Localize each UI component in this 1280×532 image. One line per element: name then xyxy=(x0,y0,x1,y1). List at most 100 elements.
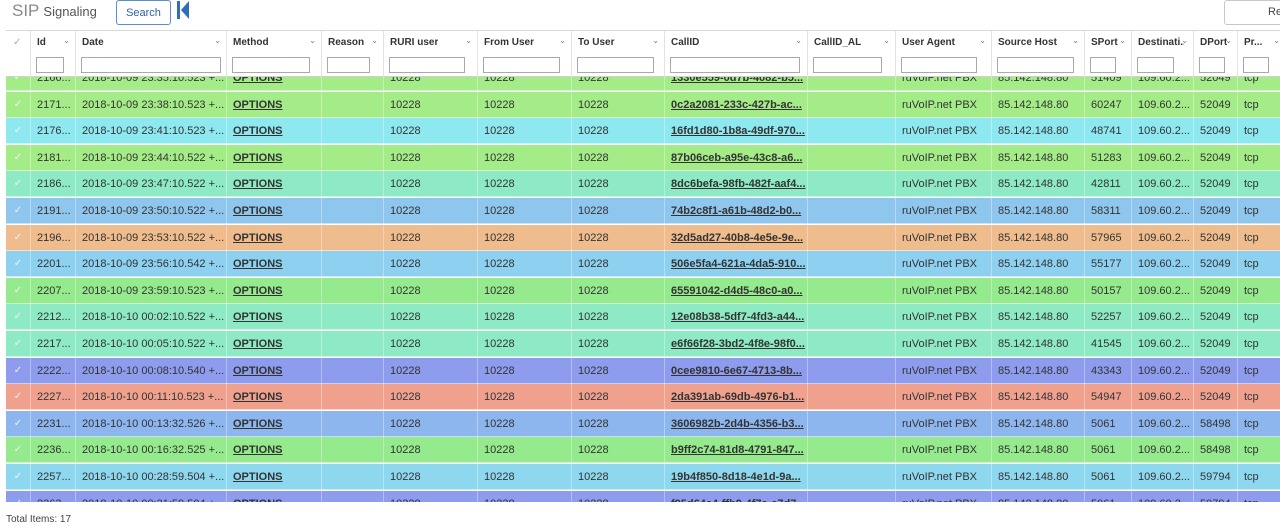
table-row[interactable]: ✓ 2171... 2018-10-09 23:38:10.523 +... OPTI… xyxy=(6,91,1280,118)
column-header-reason[interactable]: Reason ⌄ xyxy=(322,31,384,77)
cell-method[interactable]: OPTIONS xyxy=(227,464,322,490)
sort-caret-icon[interactable]: ⌄ xyxy=(1119,36,1126,45)
column-header-callid_al[interactable]: CallID_AL ⌄ xyxy=(808,31,896,77)
column-header-method[interactable]: Method ⌄ xyxy=(227,31,322,77)
row-checkbox[interactable]: ✓ xyxy=(6,304,31,331)
cell-method[interactable]: OPTIONS xyxy=(227,251,322,278)
table-row[interactable]: ✓ 2207... 2018-10-09 23:59:10.523 +... OPTI… xyxy=(6,277,1280,304)
sort-caret-icon[interactable]: ⌄ xyxy=(883,36,890,45)
row-checkbox[interactable]: ✓ xyxy=(6,251,31,278)
column-header-dport[interactable]: DPort ⌄ xyxy=(1194,31,1238,77)
cell-callid[interactable]: 12e08b38-5df7-4fd3-a44... xyxy=(665,304,808,331)
sort-caret-icon[interactable]: ⌄ xyxy=(979,36,986,45)
table-row[interactable]: ✓2263...2018-10-10 00:31:59.504 +...OPTI… xyxy=(6,490,1280,502)
cell-method[interactable]: OPTIONS xyxy=(227,410,322,437)
cell-callid[interactable]: 0cee9810-6e67-4713-8b... xyxy=(665,357,808,384)
row-checkbox[interactable]: ✓ xyxy=(6,91,31,118)
column-header-dst[interactable]: Destinati... ⌄ xyxy=(1132,31,1194,77)
cell-callid[interactable]: 74b2c8f1-a61b-48d2-b0... xyxy=(665,198,808,224)
reset-button[interactable]: Re xyxy=(1224,0,1280,25)
column-header-to[interactable]: To User ⌄ xyxy=(572,31,665,77)
cell-callid[interactable]: 32d5ad27-40b8-4e5e-9e... xyxy=(665,224,808,251)
table-row[interactable]: ✓ 2212... 2018-10-10 00:02:10.522 +... OPTI… xyxy=(6,304,1280,331)
filter-input-callid[interactable] xyxy=(670,57,800,73)
row-checkbox[interactable]: ✓ xyxy=(6,437,31,464)
cell-method[interactable]: OPTIONS xyxy=(227,198,322,224)
filter-input-proto[interactable] xyxy=(1243,57,1269,73)
cell-callid[interactable]: 16fd1d80-1b8a-49df-970... xyxy=(665,118,808,145)
row-checkbox[interactable]: ✓ xyxy=(6,357,31,384)
cell-method[interactable]: OPTIONS xyxy=(227,224,322,251)
filter-input-date[interactable] xyxy=(81,57,221,73)
cell-callid[interactable]: 87b06ceb-a95e-43c8-a6... xyxy=(665,144,808,171)
cell-callid[interactable]: 506e5fa4-621a-4da5-910... xyxy=(665,251,808,278)
filter-input-ruri[interactable] xyxy=(389,57,465,73)
row-checkbox[interactable]: ✓ xyxy=(6,331,31,357)
row-checkbox[interactable]: ✓ xyxy=(6,144,31,171)
row-checkbox[interactable]: ✓ xyxy=(6,65,31,91)
cell-method[interactable]: OPTIONS xyxy=(227,437,322,464)
sort-caret-icon[interactable]: ⌄ xyxy=(63,36,70,45)
sort-caret-icon[interactable]: ⌄ xyxy=(652,36,659,45)
filter-input-ua[interactable] xyxy=(901,57,977,73)
filter-input-src[interactable] xyxy=(997,57,1074,73)
select-all-checkbox[interactable]: ✓ xyxy=(13,37,22,48)
column-header-ua[interactable]: User Agent ⌄ xyxy=(896,31,992,77)
cell-method[interactable]: OPTIONS xyxy=(227,304,322,331)
filter-input-id[interactable] xyxy=(36,57,64,73)
column-header-id[interactable]: Id ⌄ xyxy=(31,31,76,77)
cell-callid[interactable]: 2da391ab-69db-4976-b1... xyxy=(665,384,808,411)
table-row[interactable]: ✓ 2231... 2018-10-10 00:13:32.526 +... OPTI… xyxy=(6,410,1280,437)
filter-input-from[interactable] xyxy=(483,57,560,73)
cell-method[interactable]: OPTIONS xyxy=(227,91,322,118)
sort-caret-icon[interactable]: ⌄ xyxy=(309,36,316,45)
column-header-proto[interactable]: Pr... ⌄ xyxy=(1238,31,1280,77)
filter-input-reason[interactable] xyxy=(327,57,370,73)
sort-caret-icon[interactable]: ⌄ xyxy=(1072,36,1079,45)
cell-callid[interactable]: 0c2a2081-233c-427b-ac... xyxy=(665,91,808,118)
row-checkbox[interactable]: ✓ xyxy=(6,277,31,304)
cell-method[interactable]: OPTIONS xyxy=(227,384,322,411)
cell-callid[interactable]: b9ff2c74-81d8-4791-847... xyxy=(665,437,808,464)
row-checkbox[interactable]: ✓ xyxy=(6,384,31,411)
row-checkbox[interactable]: ✓ xyxy=(6,198,31,224)
column-header-sport[interactable]: SPort ⌄ xyxy=(1085,31,1132,77)
sort-caret-icon[interactable]: ⌄ xyxy=(1225,36,1232,45)
sort-caret-icon[interactable]: ⌄ xyxy=(465,36,472,45)
table-row[interactable]: ✓ 2186... 2018-10-09 23:47:10.522 +... OPTI… xyxy=(6,171,1280,198)
collapse-panel-icon[interactable] xyxy=(176,0,190,20)
cell-callid[interactable]: 65591042-d4d5-48c0-a0... xyxy=(665,277,808,304)
cell-method[interactable]: OPTIONS xyxy=(227,144,322,171)
sort-caret-icon[interactable]: ⌄ xyxy=(559,36,566,45)
table-row[interactable]: ✓ 2196... 2018-10-09 23:53:10.522 +... OPTI… xyxy=(6,224,1280,251)
cell-method[interactable]: OPTIONS xyxy=(227,118,322,145)
cell-method[interactable]: OPTIONS xyxy=(227,490,322,502)
sort-caret-icon[interactable]: ⌄ xyxy=(795,36,802,45)
column-header-ruri[interactable]: RURI user ⌄ xyxy=(384,31,478,77)
row-checkbox[interactable]: ✓ xyxy=(6,118,31,145)
sort-caret-icon[interactable]: ⌄ xyxy=(1273,36,1280,45)
cell-callid[interactable]: 8dc6befa-98fb-482f-aaf4... xyxy=(665,171,808,198)
row-checkbox[interactable]: ✓ xyxy=(6,171,31,198)
cell-callid[interactable]: e6f66f28-3bd2-4f8e-98f0... xyxy=(665,331,808,357)
search-button[interactable]: Search xyxy=(116,0,171,25)
column-header-src[interactable]: Source Host ⌄ xyxy=(992,31,1085,77)
table-row[interactable]: ✓ 2217... 2018-10-10 00:05:10.522 +... OPTI… xyxy=(6,331,1280,357)
row-checkbox[interactable]: ✓ xyxy=(6,224,31,251)
column-header-date[interactable]: Date ⌄ xyxy=(76,31,227,77)
table-row[interactable]: ✓ 2201... 2018-10-09 23:56:10.542 +... OPTI… xyxy=(6,251,1280,278)
table-row[interactable]: ✓ 2191... 2018-10-09 23:50:10.522 +... OPTI… xyxy=(6,198,1280,224)
filter-input-sport[interactable] xyxy=(1090,57,1116,73)
cell-callid[interactable]: f95d64c4-ffb9-4f7a-a7d7... xyxy=(665,490,808,502)
cell-method[interactable]: OPTIONS xyxy=(227,277,322,304)
column-header-from[interactable]: From User ⌄ xyxy=(478,31,572,77)
filter-input-callid_al[interactable] xyxy=(813,57,882,73)
sort-caret-icon[interactable]: ⌄ xyxy=(1181,36,1188,45)
row-checkbox[interactable]: ✓ xyxy=(6,490,31,502)
table-row[interactable]: ✓ 2176... 2018-10-09 23:41:10.523 +... OPTI… xyxy=(6,118,1280,145)
filter-input-to[interactable] xyxy=(577,57,654,73)
cell-callid[interactable]: 3606982b-2d4b-4356-b3... xyxy=(665,410,808,437)
cell-method[interactable]: OPTIONS xyxy=(227,171,322,198)
filter-input-dport[interactable] xyxy=(1199,57,1225,73)
filter-input-dst[interactable] xyxy=(1137,57,1174,73)
